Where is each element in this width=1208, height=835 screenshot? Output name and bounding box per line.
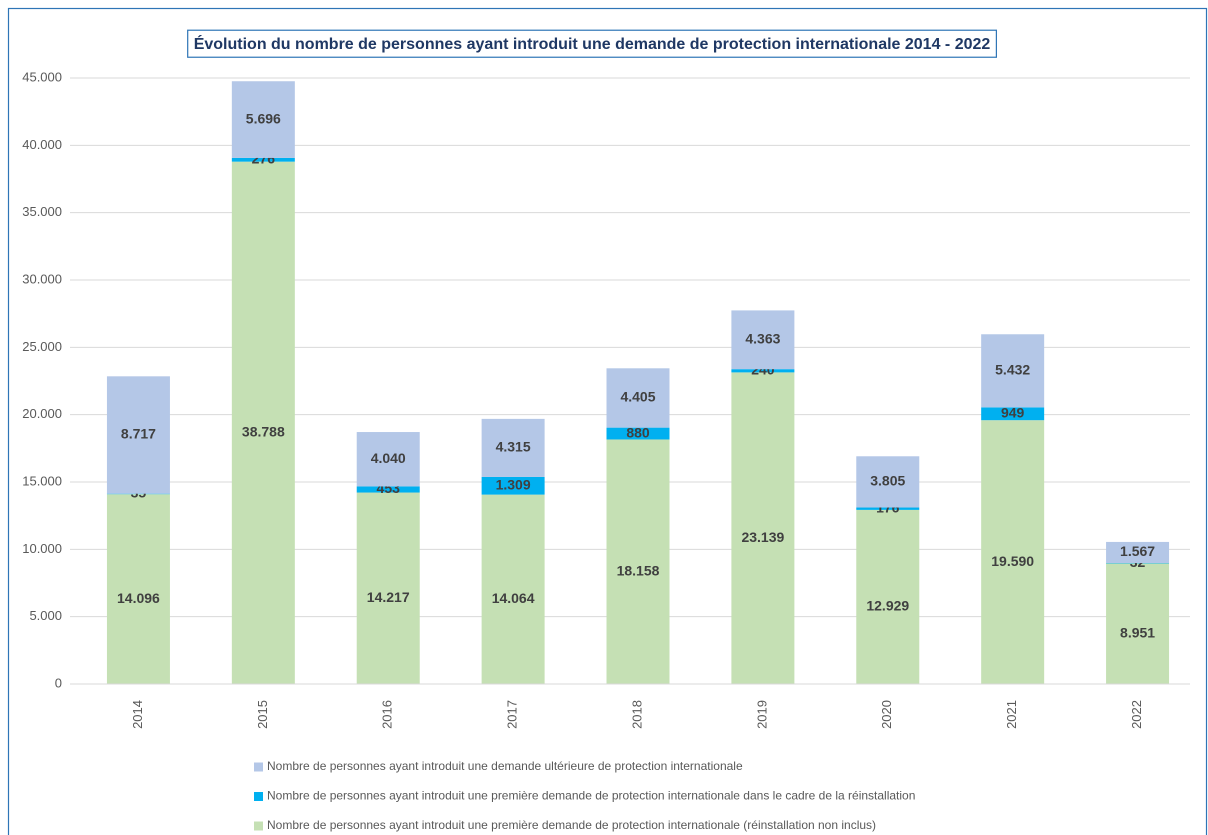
bar-segment	[981, 334, 1045, 408]
value-label: 1.309	[496, 476, 531, 492]
y-tick-label: 5.000	[29, 608, 62, 623]
y-tick-label: 10.000	[22, 541, 62, 556]
value-label: 8.717	[121, 426, 156, 442]
bar-segment	[731, 310, 795, 370]
bar-segment	[606, 439, 670, 684]
chart-frame	[7, 7, 1208, 835]
legend-label: Nombre de personnes ayant introduit une …	[267, 759, 743, 773]
value-label: 4.363	[745, 330, 780, 346]
legend-swatch	[254, 821, 263, 831]
value-label: 4.040	[371, 450, 406, 466]
value-label: 1.567	[1120, 543, 1155, 559]
value-label: 4.315	[496, 439, 531, 455]
value-label: 19.590	[991, 553, 1034, 569]
y-tick-label: 30.000	[22, 271, 62, 286]
value-label: 949	[1001, 405, 1025, 421]
bar-segment	[356, 486, 420, 493]
value-label: 23.139	[741, 529, 784, 545]
bar-segment	[231, 157, 295, 162]
value-label: 12.929	[866, 598, 909, 614]
value-label: 14.096	[117, 590, 160, 606]
x-tick-label: 2015	[255, 700, 270, 729]
bar-segment	[481, 476, 545, 495]
x-tick-label: 2017	[505, 700, 520, 729]
title-box	[187, 29, 997, 58]
bar-segment	[356, 492, 420, 684]
value-label: 14.064	[492, 590, 535, 606]
bar-segment	[356, 432, 420, 487]
x-tick-label: 2016	[380, 700, 395, 729]
y-tick-label: 25.000	[22, 339, 62, 354]
y-tick-label: 35.000	[22, 204, 62, 219]
x-tick-label: 2021	[1004, 700, 1019, 729]
bar-segment	[481, 418, 545, 477]
value-label: 5.432	[995, 362, 1030, 378]
bar-segment	[606, 427, 670, 440]
bar-segment	[981, 407, 1045, 421]
bar-segment	[606, 368, 670, 428]
value-label: 18.158	[617, 562, 660, 578]
value-label: 880	[626, 424, 650, 440]
value-label: 4.405	[620, 389, 655, 405]
value-label: 14.217	[367, 589, 410, 605]
bar-segment	[481, 494, 545, 684]
x-tick-label: 2019	[754, 700, 769, 729]
bar-segment	[856, 456, 920, 508]
y-tick-label: 15.000	[22, 473, 62, 488]
bar-segment	[856, 509, 920, 684]
legend-label: Nombre de personnes ayant introduit une …	[267, 818, 876, 832]
value-label: 3.805	[870, 473, 905, 489]
bar-segment	[1106, 541, 1170, 564]
x-tick-label: 2018	[629, 700, 644, 729]
x-tick-label: 2014	[130, 700, 145, 729]
chart-title: Évolution du nombre de personnes ayant i…	[194, 34, 991, 53]
bar-segment	[981, 420, 1045, 684]
legend-swatch	[254, 762, 263, 772]
bar-segment	[1106, 563, 1170, 684]
y-tick-label: 0	[55, 675, 62, 690]
bar-segment	[231, 161, 295, 685]
value-label: 8.951	[1120, 624, 1155, 640]
bar-segment	[731, 372, 795, 684]
y-tick-label: 45.000	[22, 69, 62, 84]
bar-segment	[231, 81, 295, 158]
bar-segment	[106, 376, 170, 494]
bar-segment	[856, 507, 920, 510]
y-tick-label: 40.000	[22, 137, 62, 152]
y-tick-label: 20.000	[22, 406, 62, 421]
value-label: 38.788	[242, 424, 285, 440]
legend-label: Nombre de personnes ayant introduit une …	[267, 789, 915, 803]
legend-swatch	[254, 792, 263, 801]
x-tick-label: 2020	[879, 700, 894, 729]
bar-segment	[731, 369, 795, 373]
bar-segment	[106, 494, 170, 684]
x-tick-label: 2022	[1129, 700, 1144, 729]
value-label: 5.696	[246, 110, 281, 126]
